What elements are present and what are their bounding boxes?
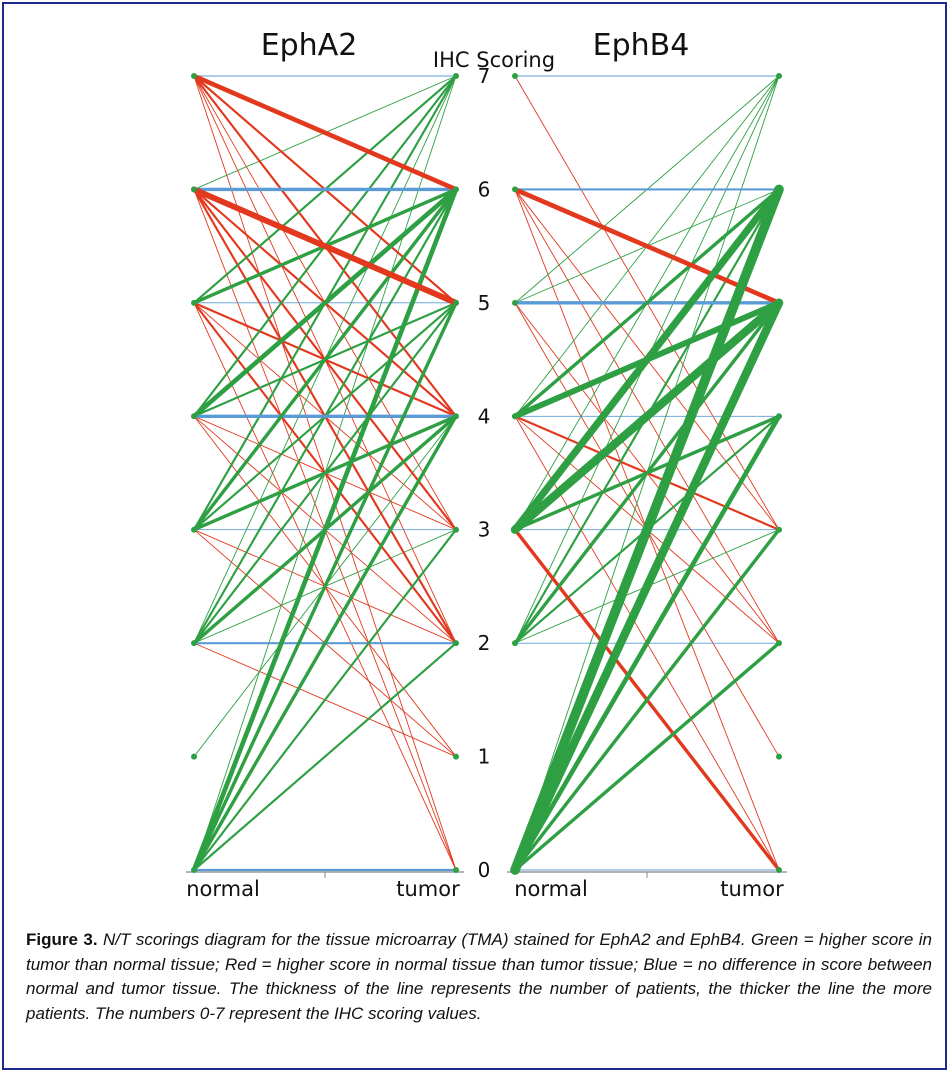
link-line-6-to-5	[191, 186, 459, 306]
link-line-0-to-6	[191, 187, 459, 873]
tumor-node-6	[776, 186, 782, 193]
y-tick-label-6: 6	[478, 177, 491, 201]
link-line-7-to-6	[191, 73, 459, 192]
y-tick-label-7: 7	[478, 64, 491, 88]
y-tick-label-4: 4	[478, 404, 491, 428]
normal-node-4	[191, 413, 197, 420]
link-line-0-to-3	[513, 528, 781, 872]
link-line-4-to-6	[513, 187, 781, 418]
tumor-node-7	[776, 73, 782, 79]
tumor-node-6	[453, 186, 459, 193]
tumor-node-4	[776, 413, 782, 420]
link-line-0-to-4	[192, 414, 458, 872]
link-line-3-to-6	[192, 187, 458, 532]
normal-node-7	[512, 73, 518, 79]
normal-node-5	[512, 299, 518, 306]
link-line-3-to-6	[511, 185, 783, 534]
tumor-node-4	[453, 413, 459, 420]
tumor-node-1	[776, 753, 782, 760]
normal-node-1	[191, 753, 197, 760]
normal-node-0	[512, 867, 518, 873]
caption-text: N/T scorings diagram for the tissue micr…	[26, 930, 932, 1023]
link-line-0-to-6	[510, 184, 784, 875]
tumor-node-0	[453, 867, 459, 873]
y-tick-label-3: 3	[478, 518, 491, 542]
figure-caption: Figure 3. N/T scorings diagram for the t…	[26, 928, 932, 1026]
tumor-node-2	[453, 640, 459, 647]
link-line-2-to-5	[513, 301, 781, 645]
link-line-0-to-4	[512, 413, 782, 873]
link-line-6-to-5	[512, 187, 782, 306]
normal-node-2	[191, 640, 197, 647]
normal-node-7	[191, 73, 197, 79]
tumor-node-5	[776, 299, 782, 306]
link-line-0-to-5	[510, 298, 784, 875]
tumor-node-5	[453, 299, 459, 306]
caption-label: Figure 3.	[26, 930, 98, 949]
link-line-4-to-6	[191, 187, 459, 419]
x-label-normal: normal	[186, 877, 260, 901]
link-line-3-to-4	[192, 414, 458, 532]
y-tick-label-0: 0	[478, 858, 491, 882]
y-axis-title: IHC Scoring	[433, 48, 555, 72]
x-label-normal: normal	[514, 877, 588, 901]
ephb4-panel: EphB4 normal tumor	[507, 28, 787, 901]
normal-node-3	[512, 526, 518, 533]
tumor-node-0	[776, 867, 782, 873]
normal-node-6	[191, 186, 197, 193]
tumor-node-3	[776, 526, 782, 533]
y-tick-label-1: 1	[478, 745, 491, 769]
link-line-3-to-5	[510, 298, 784, 534]
normal-node-0	[191, 867, 197, 873]
normal-node-5	[191, 299, 197, 306]
normal-node-6	[512, 186, 518, 193]
x-label-tumor: tumor	[720, 877, 784, 901]
link-line-0-to-2	[192, 642, 458, 872]
epha2-panel: EphA2 normal tumor	[186, 28, 464, 901]
panel-title: EphB4	[593, 28, 690, 63]
tumor-node-1	[453, 753, 459, 760]
x-label-tumor: tumor	[396, 877, 460, 901]
link-line-0-to-5	[192, 301, 458, 872]
normal-node-2	[512, 640, 518, 647]
y-tick-label-2: 2	[478, 631, 491, 655]
y-tick-label-5: 5	[478, 291, 491, 315]
ihc-score-axis: IHC Scoring 0 1 2 3 4 5 6 7	[433, 48, 555, 882]
link-line-0-to-2	[513, 641, 781, 872]
link-line-0-to-3	[192, 528, 458, 872]
tumor-node-2	[776, 640, 782, 647]
normal-node-4	[512, 413, 518, 420]
panel-title: EphA2	[261, 28, 358, 63]
tumor-node-7	[453, 73, 459, 79]
nt-scoring-chart: EphA2 normal tumor EphB4 normal tumor IHC Sc…	[186, 28, 787, 901]
normal-node-3	[191, 526, 197, 533]
tumor-node-3	[453, 526, 459, 533]
